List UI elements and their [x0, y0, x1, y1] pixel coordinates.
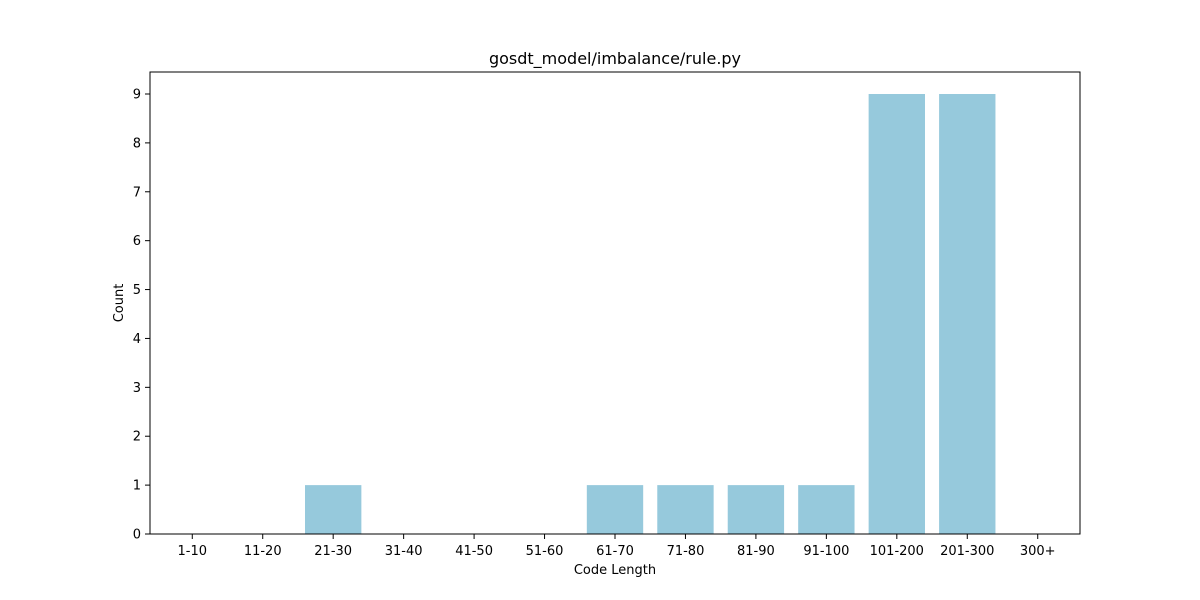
y-tick-label: 8: [133, 136, 141, 151]
x-tick-label: 61-70: [596, 544, 634, 559]
bar-61-70: [586, 485, 644, 534]
x-tick-label: 71-80: [667, 544, 705, 559]
x-axis-label: Code Length: [574, 563, 656, 578]
bar-91-100: [798, 485, 855, 534]
y-tick-label: 6: [133, 234, 141, 249]
x-tick-label: 81-90: [737, 544, 775, 559]
x-tick-label: 201-300: [940, 544, 994, 559]
x-tick-label: 41-50: [455, 544, 493, 559]
x-tick-label: 91-100: [803, 544, 849, 559]
x-tick-label: 21-30: [314, 544, 352, 559]
y-tick-label: 3: [133, 381, 141, 396]
y-tick-label: 0: [133, 528, 141, 543]
plot-frame: [149, 71, 1081, 535]
bar-81-90: [727, 485, 785, 534]
y-tick-label: 9: [133, 88, 141, 103]
chart-title: gosdt_model/imbalance/rule.py: [489, 49, 741, 69]
x-tick-label: 31-40: [385, 544, 423, 559]
y-tick-label: 7: [133, 185, 141, 200]
bar-21-30: [305, 485, 362, 534]
x-tick-label: 51-60: [526, 544, 564, 559]
y-tick-label: 4: [133, 332, 141, 347]
x-tick-label: 1-10: [178, 544, 208, 559]
y-axis: 0 1 2 3 4 5 6 7 8 9: [133, 88, 150, 543]
y-tick-label: 1: [133, 479, 141, 494]
bar-101-200: [868, 94, 925, 534]
x-tick-label: 300+: [1020, 544, 1056, 559]
bars-group: [305, 94, 996, 534]
x-tick-label: 11-20: [244, 544, 282, 559]
x-tick-label: 101-200: [870, 544, 924, 559]
x-axis: 1-10 11-20 21-30 31-40 41-50 51-60 61-70 71-80 8…: [178, 534, 1056, 559]
y-axis-label: Count: [112, 284, 127, 323]
y-tick-label: 2: [133, 430, 141, 445]
bar-201-300: [939, 94, 996, 534]
bar-71-80: [657, 485, 714, 534]
y-tick-label: 5: [133, 283, 141, 298]
